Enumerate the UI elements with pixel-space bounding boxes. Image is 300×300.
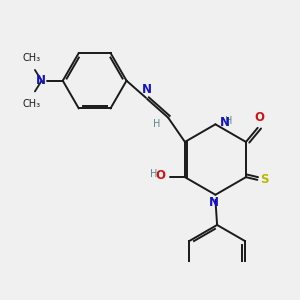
Text: H: H: [225, 116, 232, 126]
Text: O: O: [156, 169, 166, 182]
Text: CH₃: CH₃: [22, 99, 40, 109]
Text: CH₃: CH₃: [22, 52, 40, 63]
Text: N: N: [220, 116, 230, 129]
Text: N: N: [142, 83, 152, 97]
Text: O: O: [254, 112, 264, 124]
Text: N: N: [209, 196, 219, 209]
Text: S: S: [260, 173, 269, 186]
Text: H: H: [150, 169, 157, 179]
Text: N: N: [36, 74, 46, 87]
Text: H: H: [153, 118, 161, 129]
